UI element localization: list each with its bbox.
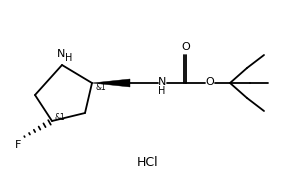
Text: F: F — [15, 140, 21, 150]
Text: O: O — [206, 77, 214, 87]
Text: &1: &1 — [96, 83, 106, 92]
Polygon shape — [92, 79, 130, 87]
Text: H: H — [158, 86, 166, 96]
Text: HCl: HCl — [137, 156, 159, 169]
Text: H: H — [65, 53, 73, 63]
Text: &1: &1 — [55, 113, 65, 122]
Text: N: N — [57, 49, 65, 59]
Text: N: N — [158, 77, 166, 87]
Text: O: O — [182, 42, 190, 52]
